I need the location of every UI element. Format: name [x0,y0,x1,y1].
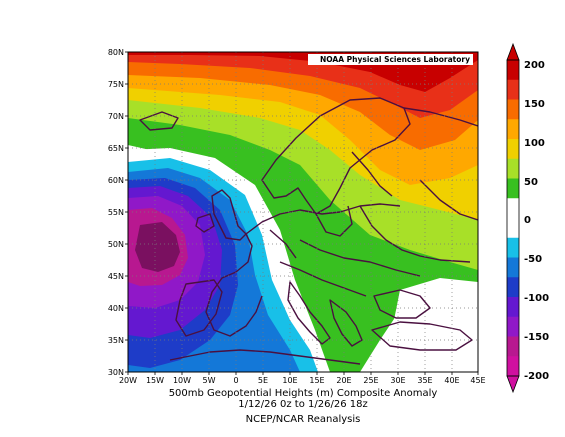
lon-label: 30E [390,376,405,385]
colorbar-labels: 200 150 100 50 0 -50 -100 -150 -200 [524,60,549,382]
lon-label: 45E [470,376,485,385]
colorbar-band [507,60,519,81]
colorbar-tick-label: -100 [524,293,549,304]
colorbar-tick-label: 0 [524,215,531,226]
colorbar-bottom-arrow [506,375,520,394]
colorbar-band [507,99,519,120]
colorbar-band [507,257,519,278]
colorbar-band [507,297,519,318]
lon-label: 10E [282,376,297,385]
lon-label: 5W [203,376,216,385]
lon-label: 15W [146,376,164,385]
colorbar-band [507,237,519,258]
colorbar-tick-label: -50 [524,254,542,265]
lab-credit-label: NOAA Physical Sciences Laboratory [308,54,473,65]
map-tick-marks [125,51,479,375]
colorbar-tick-label: 100 [524,138,545,149]
colorbar-band [507,218,519,239]
colorbar-bands [507,60,519,377]
anomaly-contour-n200 [135,222,180,272]
lon-label: 20W [119,376,137,385]
colorbar-band [507,119,519,140]
lon-label: 5E [258,376,268,385]
colorbar-tick-label: -200 [524,371,549,382]
lat-label: 45N [108,272,124,281]
colorbar-band [507,178,519,199]
caption-title: 500mb Geopotential Heights (m) Composite… [168,388,438,399]
colorbar-tick-label: 200 [524,60,545,71]
lat-label: 60N [108,176,124,185]
colorbar-band [507,139,519,160]
lon-label: 0 [233,376,238,385]
colorbar-tick-label: -150 [524,332,549,343]
caption-dataset: NCEP/NCAR Reanalysis [245,414,361,425]
lon-label: 15E [309,376,324,385]
lat-label: 65N [108,144,124,153]
colorbar-tick-label: 150 [524,99,545,110]
colorbar-frame [506,59,520,377]
caption-date-range: 1/12/26 0z to 1/26/26 18z [238,399,368,410]
colorbar-band [507,277,519,298]
lat-label: 80N [108,48,124,57]
lat-label: 35N [108,336,124,345]
colorbar-band [507,356,519,377]
colorbar: 200 150 100 50 0 -50 -100 -150 -200 [506,42,549,394]
lat-label: 55N [108,208,124,217]
lon-label: 20E [336,376,351,385]
colorbar-band [507,316,519,337]
colorbar-band [507,198,519,219]
lon-label: 35E [417,376,432,385]
lat-label: 50N [108,240,124,249]
colorbar-top-arrow [506,42,520,61]
lat-label: 40N [108,304,124,313]
colorbar-band [507,79,519,100]
lat-label: 70N [108,112,124,121]
colorbar-tick-label: 50 [524,177,538,188]
longitude-labels: 20W 15W 10W 5W 0 5E 10E 15E 20E 25E 30E … [119,376,486,385]
map-gridlines [128,52,478,372]
colorbar-band [507,158,519,179]
lon-label: 25E [363,376,378,385]
lat-label: 75N [108,80,124,89]
map-plot-area [128,52,478,372]
lat-label: 30N [108,368,124,377]
lon-label: 40E [444,376,459,385]
lon-label: 10W [173,376,191,385]
colorbar-band [507,336,519,357]
latitude-labels: 80N 75N 70N 65N 60N 55N 50N 45N 40N 35N … [108,48,124,377]
